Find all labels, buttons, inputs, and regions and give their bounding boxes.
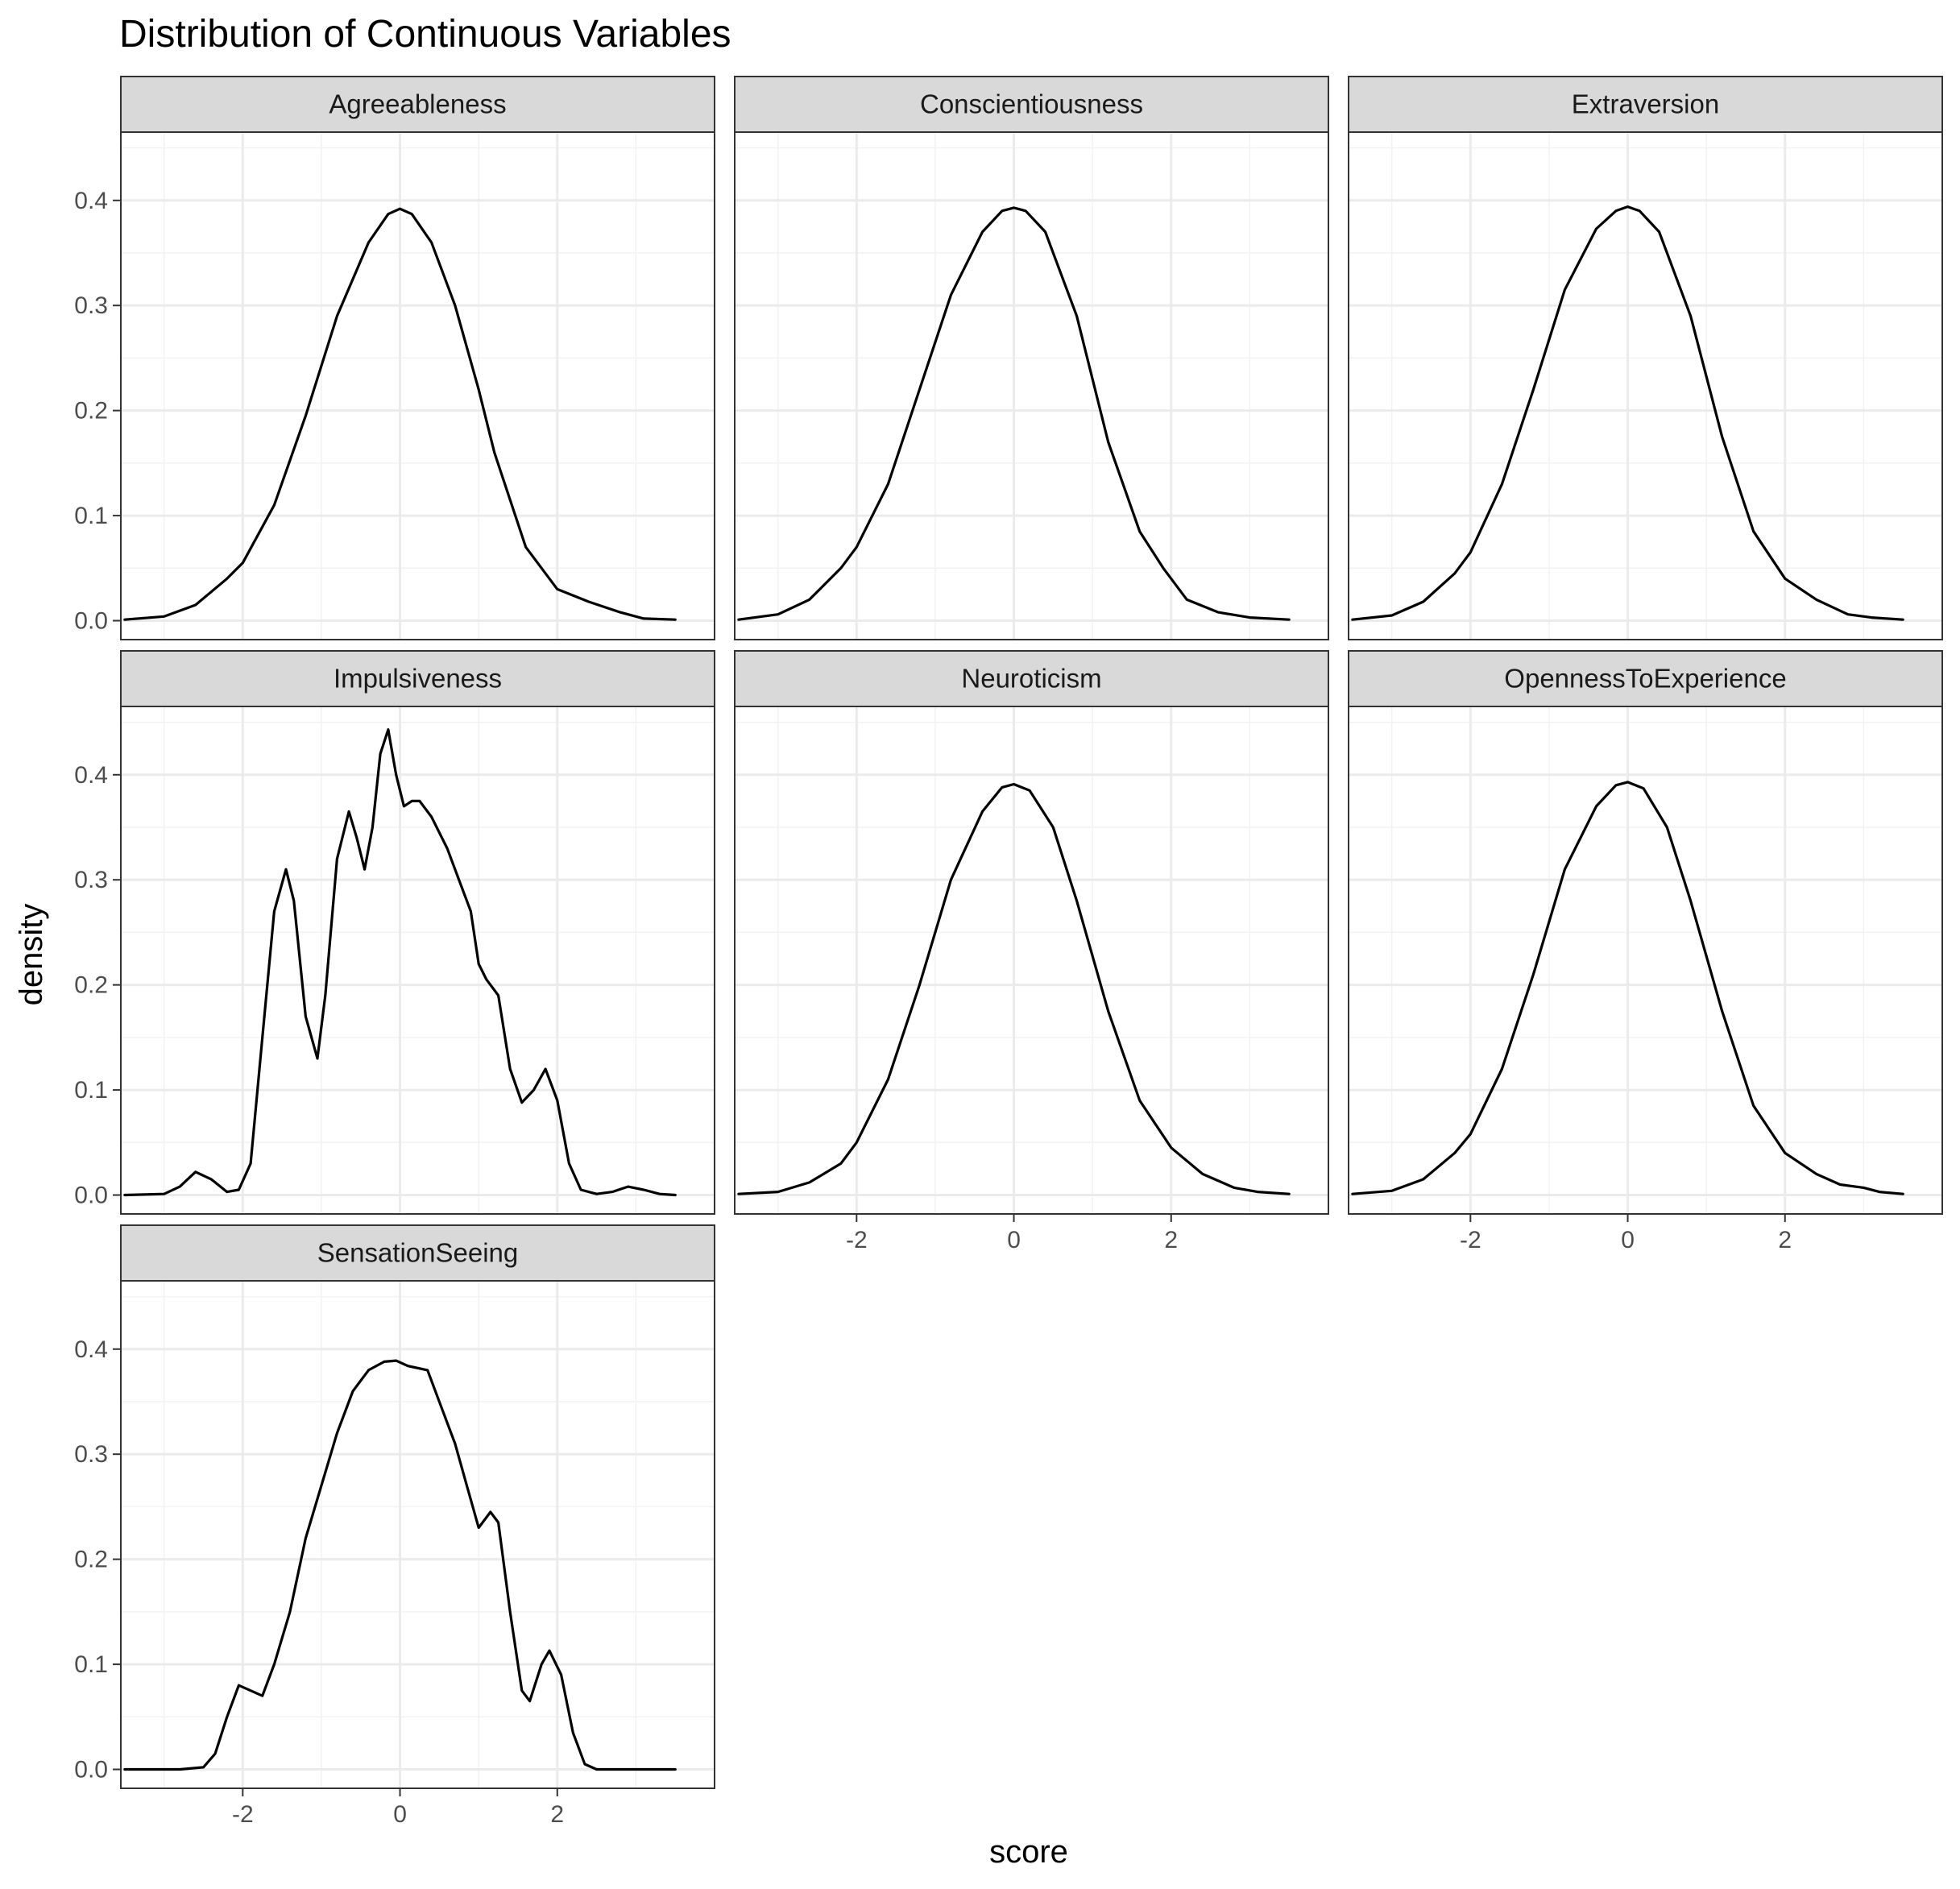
facet-strip: [1348, 650, 1943, 707]
facet-label-sensationseeing: SensationSeeing: [317, 1238, 519, 1268]
x-tick-label: 0: [1621, 1227, 1635, 1253]
panel-neuroticism: Neuroticism -2 0 2: [734, 650, 1329, 1253]
y-tick-label: 0.2: [74, 1547, 108, 1573]
facet-label-conscientiousness: Conscientiousness: [920, 89, 1143, 119]
x-tick-label: 0: [1007, 1227, 1021, 1253]
panel-background: [1349, 706, 1942, 1214]
panel-extraversion: Extraversion: [1348, 76, 1943, 640]
y-tick-label: 0.0: [74, 1183, 108, 1209]
facet-label-neuroticism: Neuroticism: [961, 664, 1101, 694]
facet-label-impulsiveness: Impulsiveness: [334, 664, 502, 694]
facet-label-opennesstoexperience: OpennessToExperience: [1504, 664, 1786, 694]
y-axis-title: density: [14, 904, 49, 1006]
y-tick-label: 0.3: [74, 292, 108, 319]
panel-opennesstoexperience: OpennessToExperience -2 0 2: [1348, 650, 1943, 1253]
facet-strip: [120, 1224, 715, 1282]
panel-sensationseeing: SensationSeeing 0.0 0.1 0.2 0.3 0.4 -2 0 2: [74, 1224, 715, 1828]
y-tick-label: 0.1: [74, 1651, 108, 1678]
x-tick-label: -2: [846, 1227, 868, 1253]
y-tick-label: 0.0: [74, 1757, 108, 1783]
panel-impulsiveness: Impulsiveness 0.0 0.1 0.2 0.3 0.4: [74, 650, 715, 1215]
y-tick-label: 0.4: [74, 188, 108, 214]
density-line-impulsiveness: [123, 728, 677, 1197]
facet-strip: [120, 650, 715, 707]
y-tick-label: 0.2: [74, 398, 108, 425]
chart-title: Distribution of Continuous Variables: [119, 13, 731, 56]
facet-strip: [120, 76, 715, 133]
x-tick-label: 2: [1164, 1227, 1178, 1253]
x-tick-label: -2: [232, 1801, 254, 1828]
y-tick-label: 0.3: [74, 1441, 108, 1468]
x-axis-title: score: [989, 1834, 1068, 1870]
density-line-conscientiousness: [737, 206, 1291, 621]
facet-strip: [734, 650, 1329, 707]
y-tick-label: 0.3: [74, 867, 108, 893]
density-line-neuroticism: [737, 782, 1291, 1195]
y-tick-label: 0.2: [74, 972, 108, 999]
panel-conscientiousness: Conscientiousness: [734, 76, 1329, 640]
panel-background: [121, 706, 715, 1214]
panel-agreeableness: Agreeableness 0.0 0.1 0.2 0.3 0.4: [74, 76, 715, 640]
y-tick-label: 0.4: [74, 1336, 108, 1363]
density-line-opennesstoexperience: [1351, 781, 1904, 1195]
panel-background: [121, 1281, 715, 1788]
x-tick-label: 2: [550, 1801, 564, 1828]
panel-background: [735, 706, 1328, 1214]
y-tick-label: 0.1: [74, 1077, 108, 1104]
facet-strip: [734, 76, 1329, 133]
x-tick-label: 2: [1778, 1227, 1792, 1253]
facet-label-agreeableness: Agreeableness: [329, 89, 506, 119]
facet-label-extraversion: Extraversion: [1572, 89, 1719, 119]
x-tick-label: 0: [393, 1801, 407, 1828]
density-line-agreeableness: [123, 207, 677, 621]
panel-background: [1349, 132, 1942, 640]
panel-background: [735, 132, 1328, 640]
y-tick-label: 0.1: [74, 503, 108, 529]
density-line-sensationseeing: [123, 1359, 677, 1771]
x-tick-label: -2: [1460, 1227, 1481, 1253]
density-line-extraversion: [1351, 205, 1904, 621]
facet-strip: [1348, 76, 1943, 133]
panel-background: [121, 132, 715, 640]
y-tick-label: 0.4: [74, 762, 108, 789]
y-tick-label: 0.0: [74, 608, 108, 635]
